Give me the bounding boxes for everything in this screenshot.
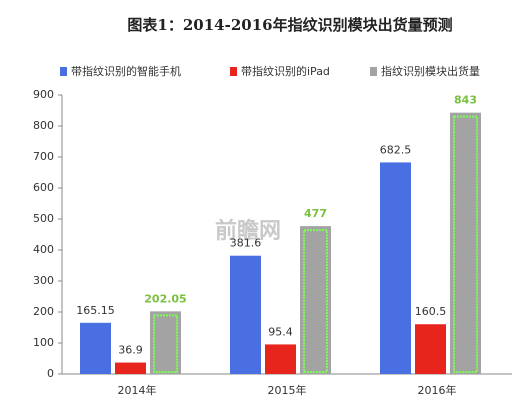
data-label: 477 bbox=[304, 207, 327, 220]
x-tick-label: 2014年 bbox=[118, 383, 157, 397]
y-tick-label: 700 bbox=[33, 150, 54, 163]
bar bbox=[265, 344, 296, 374]
data-label: 682.5 bbox=[380, 143, 412, 156]
bar bbox=[450, 112, 481, 375]
y-tick-label: 900 bbox=[33, 88, 54, 101]
legend-swatch bbox=[60, 67, 67, 76]
bar bbox=[150, 311, 181, 374]
watermark: 前瞻网 bbox=[215, 218, 281, 244]
bar bbox=[380, 162, 411, 374]
y-tick-label: 300 bbox=[33, 274, 54, 287]
bar bbox=[415, 324, 446, 374]
bar bbox=[115, 362, 146, 374]
y-tick-label: 0 bbox=[47, 367, 54, 380]
legend-swatch bbox=[230, 67, 237, 76]
data-label: 202.05 bbox=[144, 292, 186, 305]
data-label: 165.15 bbox=[76, 304, 115, 317]
bar-hatch bbox=[453, 115, 478, 373]
data-label: 36.9 bbox=[118, 344, 143, 357]
y-tick-label: 200 bbox=[33, 305, 54, 318]
legend-label: 指纹识别模块出货量 bbox=[381, 64, 480, 78]
bar bbox=[80, 322, 111, 374]
y-tick-label: 800 bbox=[33, 119, 54, 132]
data-label: 843 bbox=[454, 94, 477, 107]
x-tick-label: 2015年 bbox=[268, 383, 307, 397]
y-tick-label: 600 bbox=[33, 181, 54, 194]
data-label: 160.5 bbox=[415, 305, 447, 318]
chart-title: 图表1：2014-2016年指纹识别模块出货量预测 bbox=[127, 16, 452, 34]
data-label: 381.6 bbox=[230, 237, 262, 250]
bar bbox=[230, 255, 261, 374]
y-tick-label: 100 bbox=[33, 336, 54, 349]
legend-label: 带指纹识别的iPad bbox=[241, 64, 330, 78]
legend-swatch bbox=[370, 67, 377, 76]
y-tick-label: 500 bbox=[33, 212, 54, 225]
y-tick-label: 400 bbox=[33, 243, 54, 256]
bar-hatch bbox=[153, 314, 178, 373]
legend-label: 带指纹识别的智能手机 bbox=[71, 64, 181, 78]
bar-hatch bbox=[303, 229, 328, 373]
data-label: 95.4 bbox=[268, 325, 293, 338]
x-tick-label: 2016年 bbox=[418, 383, 457, 397]
bar bbox=[300, 226, 331, 374]
